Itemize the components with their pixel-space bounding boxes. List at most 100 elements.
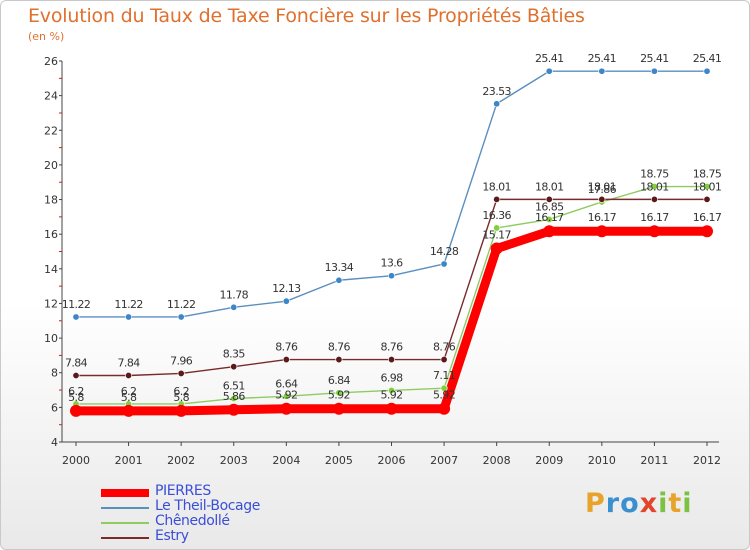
- data-label: 5.8: [173, 391, 189, 404]
- logo-letter: P: [585, 488, 606, 519]
- data-label: 15.17: [482, 229, 511, 242]
- data-label: 18.75: [693, 168, 722, 181]
- data-point: [703, 195, 711, 203]
- data-label: 16.85: [535, 200, 564, 213]
- data-point: [648, 225, 661, 238]
- legend-label: Le Theil-Bocage: [155, 498, 260, 514]
- y-axis-unit: (en %): [28, 30, 65, 43]
- data-label: 12.13: [272, 282, 301, 295]
- data-point: [440, 384, 448, 392]
- data-point: [440, 260, 448, 268]
- data-point: [175, 404, 188, 417]
- data-label: 6.51: [223, 380, 245, 393]
- x-tick-label: 2001: [115, 454, 143, 467]
- x-tick-label: 2002: [167, 454, 195, 467]
- data-point: [387, 356, 395, 364]
- data-point: [177, 313, 185, 321]
- legend-label: Chênedollé: [155, 513, 230, 529]
- x-tick-label: 2007: [430, 454, 458, 467]
- y-tick-label: 10: [44, 332, 58, 345]
- data-point: [177, 369, 185, 377]
- y-tick-label: 14: [44, 263, 58, 276]
- data-label: 25.41: [588, 52, 617, 65]
- logo-letter: x: [639, 488, 659, 519]
- data-point: [72, 371, 80, 379]
- data-point: [595, 225, 608, 238]
- data-label: 8.35: [223, 348, 246, 361]
- data-label: 16.17: [640, 211, 669, 224]
- axes: 4 6 8 10 12 14 16 18 20 22 24 26 2000 2001 2002 2003 200…: [44, 55, 721, 467]
- data-point: [335, 276, 343, 284]
- data-label: 16.36: [482, 209, 511, 222]
- data-point: [543, 225, 556, 238]
- logo-letter: i: [682, 488, 693, 519]
- data-point: [385, 402, 398, 415]
- data-label: 16.17: [535, 211, 564, 224]
- logo-letter: o: [620, 488, 640, 519]
- data-label: 25.41: [535, 52, 564, 65]
- data-label: 11.78: [220, 288, 249, 301]
- proxiti-logo: Proxiti: [585, 488, 693, 519]
- data-label: 5.92: [328, 389, 350, 402]
- x-tick-label: 2006: [378, 454, 406, 467]
- data-label: 5.92: [380, 389, 402, 402]
- logo-letter: t: [668, 488, 683, 519]
- data-label: 13.6: [380, 257, 403, 270]
- data-label: 18.01: [588, 180, 617, 193]
- x-tick-label: 2012: [693, 454, 721, 467]
- data-point: [72, 313, 80, 321]
- data-point: [230, 303, 238, 311]
- data-point: [230, 395, 238, 403]
- data-point: [650, 195, 658, 203]
- data-point: [387, 272, 395, 280]
- data-label: 7.11: [433, 369, 455, 382]
- data-point: [598, 195, 606, 203]
- legend-swatch: [101, 507, 149, 509]
- data-point: [493, 195, 501, 203]
- y-tick-label: 24: [44, 90, 58, 103]
- data-point: [125, 313, 133, 321]
- data-point: [125, 371, 133, 379]
- data-point: [438, 402, 451, 415]
- data-point: [493, 100, 501, 108]
- data-label: 18.01: [482, 180, 511, 193]
- data-label: 5.8: [121, 391, 137, 404]
- data-point: [545, 195, 553, 203]
- data-point: [282, 356, 290, 364]
- legend-swatch: [101, 522, 149, 524]
- y-tick-label: 18: [44, 194, 58, 207]
- legend-swatch: [101, 489, 149, 497]
- data-point: [650, 183, 658, 191]
- data-label: 5.86: [223, 390, 246, 403]
- x-tick-label: 2003: [220, 454, 248, 467]
- data-label: 5.92: [275, 389, 297, 402]
- x-tick-label: 2000: [62, 454, 90, 467]
- data-point: [490, 242, 503, 255]
- data-label: 7.96: [170, 354, 193, 367]
- data-label: 13.34: [325, 261, 354, 274]
- data-label: 16.17: [693, 211, 722, 224]
- y-tick-label: 26: [44, 55, 58, 68]
- y-tick-label: 6: [51, 401, 58, 414]
- logo-letter: r: [605, 488, 621, 519]
- data-label: 7.84: [118, 356, 141, 369]
- x-tick-label: 2009: [535, 454, 563, 467]
- series-points: [70, 67, 713, 417]
- data-label: 16.17: [588, 211, 617, 224]
- data-label: 11.22: [167, 298, 196, 311]
- data-point: [282, 297, 290, 305]
- data-labels: 11.22 11.22 11.22 11.78 12.13 13.34 13.6 14.28 2…: [62, 52, 723, 404]
- x-tick-label: 2008: [483, 454, 511, 467]
- y-tick-label: 22: [44, 124, 58, 137]
- data-label: 6.2: [173, 385, 189, 398]
- data-label: 11.22: [114, 298, 143, 311]
- data-label: 18.75: [640, 168, 669, 181]
- data-label: 8.76: [275, 341, 298, 354]
- x-tick-label: 2011: [640, 454, 668, 467]
- data-point: [335, 389, 343, 397]
- data-label: 7.84: [65, 356, 88, 369]
- data-label: 8.76: [433, 341, 456, 354]
- y-tick-label: 8: [51, 367, 58, 380]
